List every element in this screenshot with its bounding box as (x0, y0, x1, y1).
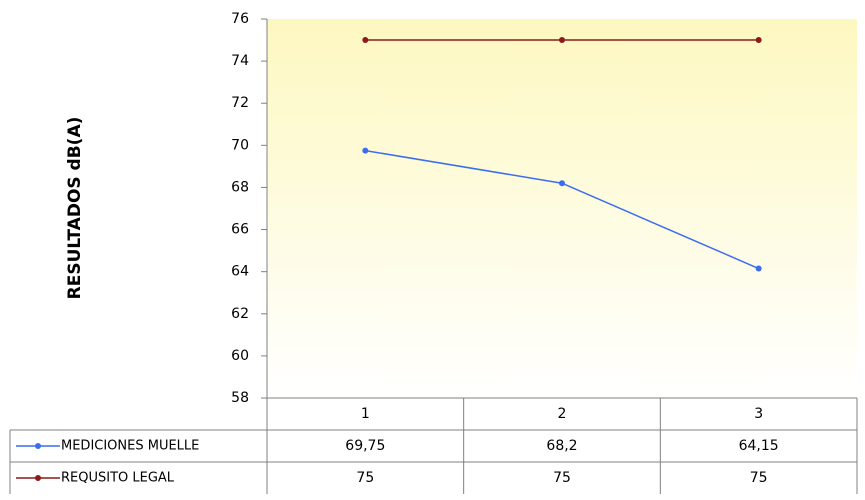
legend-label: MEDICIONES MUELLE (61, 439, 199, 454)
table-value: 75 (750, 470, 768, 486)
y-tick-label: 62 (231, 306, 249, 322)
table-value: 75 (553, 470, 571, 486)
y-tick-label: 58 (231, 390, 249, 406)
data-point (755, 265, 762, 272)
x-tick-label: 3 (754, 406, 763, 422)
x-tick-label: 1 (361, 406, 370, 422)
table-value: 69,75 (345, 438, 385, 454)
table-value: 75 (356, 470, 374, 486)
y-axis-label: RESULTADOS dB(A) (65, 117, 85, 300)
y-tick-label: 70 (231, 137, 249, 153)
data-point (362, 37, 369, 44)
data-point (755, 37, 762, 44)
x-tick-label: 2 (558, 406, 567, 422)
plot-area (267, 19, 857, 398)
y-tick-label: 74 (231, 53, 249, 69)
y-tick-label: 64 (231, 264, 249, 280)
y-tick-label: 76 (231, 11, 249, 27)
legend-label: REQUSITO LEGAL (61, 471, 175, 486)
data-point (559, 180, 565, 187)
legend-marker (35, 443, 41, 449)
data-point (559, 37, 565, 44)
y-tick-label: 66 (231, 222, 249, 238)
legend-marker (35, 475, 41, 481)
y-tick-label: 72 (231, 95, 249, 111)
data-point (362, 147, 369, 154)
table-value: 64,15 (739, 438, 779, 454)
y-tick-label: 68 (231, 179, 249, 195)
table-value: 68,2 (546, 438, 577, 454)
y-tick-label: 60 (231, 348, 249, 364)
